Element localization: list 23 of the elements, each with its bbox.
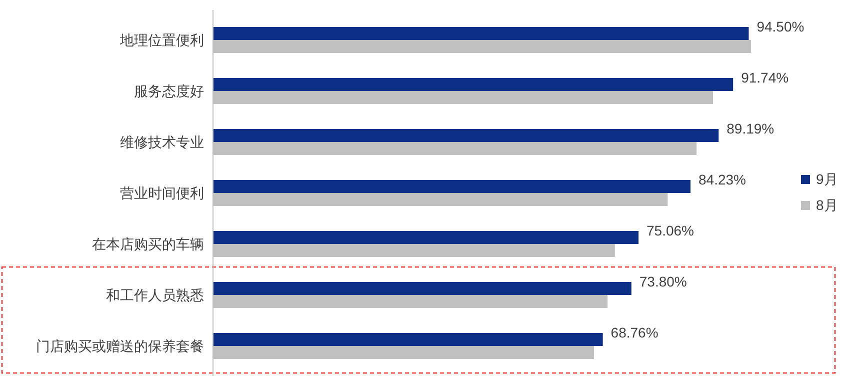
y-tick-label: 维修技术专业 (120, 134, 204, 150)
y-tick-label: 服务态度好 (134, 83, 204, 99)
bar (213, 231, 639, 244)
y-tick-label: 地理位置便利 (119, 32, 204, 48)
bar (213, 180, 691, 193)
data-label: 68.76% (610, 324, 658, 340)
bar (213, 78, 734, 91)
y-tick-label: 门店购买或赠送的保养套餐 (36, 338, 204, 354)
bar (213, 129, 719, 142)
data-label: 91.74% (741, 70, 789, 86)
y-tick-label: 营业时间便利 (120, 185, 204, 201)
y-tick-label: 在本店购买的车辆 (92, 236, 204, 252)
data-label: 75.06% (646, 222, 694, 238)
data-label: 84.23% (698, 172, 746, 188)
data-label: 73.80% (639, 274, 687, 290)
y-tick-label: 和工作人员熟悉 (106, 287, 204, 303)
bar (213, 333, 603, 346)
data-label: 94.50% (756, 18, 804, 34)
legend-label: 8月 (816, 197, 838, 213)
bar (213, 282, 632, 295)
legend-label: 9月 (816, 171, 838, 187)
data-label: 89.19% (726, 120, 774, 136)
bar (213, 27, 749, 40)
